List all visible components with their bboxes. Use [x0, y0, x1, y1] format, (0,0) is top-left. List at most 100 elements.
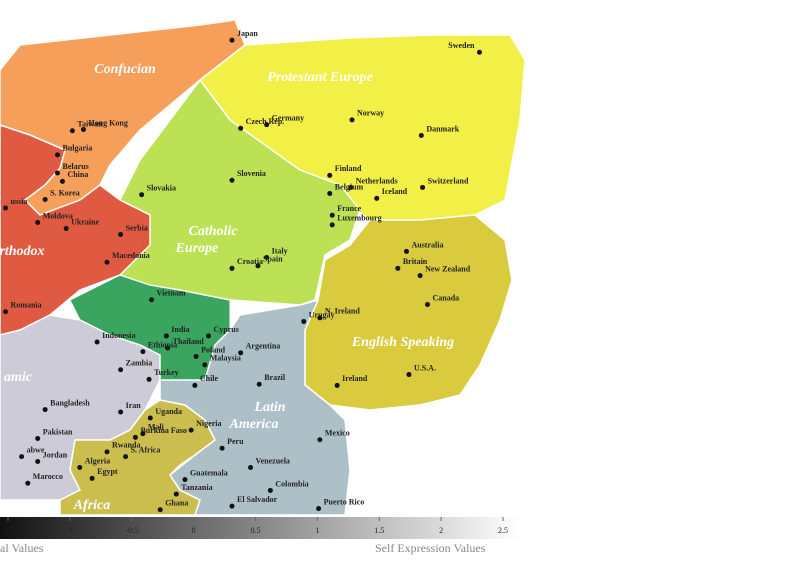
point: [35, 458, 41, 464]
point-label: Urugay: [309, 310, 335, 319]
point-label: S. Korea: [50, 188, 80, 197]
point-label: Jordan: [43, 450, 68, 459]
point-label: Macedonia: [112, 251, 150, 260]
region-label: Confucian: [94, 62, 156, 77]
x-axis-label: Self Expression Values: [375, 541, 486, 555]
point: [420, 184, 426, 190]
point: [35, 219, 41, 225]
x-tick-label: -1: [67, 526, 74, 535]
point-label: Netherlands: [356, 176, 398, 185]
point: [182, 477, 188, 483]
point-label: France: [337, 204, 361, 213]
point-label: Malaysia: [210, 354, 241, 363]
point-label: Chile: [200, 374, 219, 383]
x-tick-label: 2: [439, 526, 443, 535]
point: [229, 177, 235, 183]
point: [80, 127, 86, 133]
point-label: Ukraine: [71, 217, 99, 226]
point-label: Pakistan: [43, 427, 73, 436]
point-label: Iran: [126, 401, 142, 410]
point-label: Czech Rep.: [246, 117, 285, 126]
point: [140, 431, 146, 437]
point-label: El Salvador: [237, 495, 278, 504]
axis-bar: [0, 517, 520, 539]
point: [192, 382, 198, 388]
region-label: Latin America: [229, 400, 286, 432]
point-label: India: [171, 325, 189, 334]
x-tick-label: -0.5: [125, 526, 138, 535]
x-tick-label: 1.5: [374, 526, 384, 535]
point-label: Ireland: [342, 374, 368, 383]
point-label: Rwanda: [112, 441, 140, 450]
point: [348, 184, 354, 190]
point-label: Serbia: [126, 223, 148, 232]
point: [89, 475, 95, 481]
point: [316, 506, 322, 512]
point-label: Cyprus: [213, 325, 238, 334]
point: [418, 133, 424, 139]
point: [42, 197, 48, 203]
point-label: Bulgaria: [63, 144, 93, 153]
point-label: Sweden: [448, 41, 475, 50]
point-label: Slovakia: [147, 184, 176, 193]
point: [248, 465, 254, 471]
point-label: ussia: [11, 197, 28, 206]
point-label: Iceland: [382, 187, 408, 196]
point-label: Canada: [433, 293, 460, 302]
point-label: Zambia: [126, 359, 153, 368]
point: [238, 350, 244, 356]
point: [149, 297, 155, 303]
point-label: N. Ireland: [325, 307, 361, 316]
point-label: Algeria: [85, 456, 110, 465]
x-tick-label: 0.5: [251, 526, 261, 535]
point-label: Britain: [403, 257, 428, 266]
point-label: Puerto Rico: [324, 497, 365, 506]
point-label: Mexico: [325, 429, 350, 438]
point-label: Burkina Faso: [140, 426, 186, 435]
point-label: Uganda: [155, 407, 182, 416]
point-label: Norway: [357, 109, 384, 118]
point: [104, 259, 110, 265]
region-label: rthodox: [0, 244, 45, 259]
point-label: China: [67, 170, 88, 179]
point: [406, 372, 412, 378]
point: [165, 345, 171, 351]
point: [132, 434, 138, 440]
point: [476, 49, 482, 55]
point: [219, 445, 225, 451]
point-label: Japan: [237, 29, 258, 38]
point: [139, 192, 145, 198]
point: [147, 415, 153, 421]
point: [55, 152, 60, 158]
point: [238, 125, 244, 131]
point: [317, 437, 323, 443]
point-label: Romania: [11, 301, 42, 310]
point: [329, 222, 335, 228]
point-label: Egypt: [97, 467, 118, 476]
point: [349, 117, 355, 123]
point: [317, 315, 323, 321]
point-label: New Zealand: [425, 264, 471, 273]
region-label: Catholic Europe: [175, 224, 239, 256]
region-shape: [159, 298, 351, 516]
point: [77, 465, 83, 471]
regions: Confucian Protestant Europe Catholic Europe…: [0, 19, 526, 516]
point-label: Taiwan: [77, 120, 103, 129]
point: [94, 339, 100, 345]
x-tick-label: 2.5: [498, 526, 508, 535]
point: [417, 273, 423, 279]
point-label: Venezuela: [256, 456, 290, 465]
point: [3, 205, 9, 211]
point: [264, 122, 270, 128]
point-label: U.S.A.: [414, 363, 436, 372]
point: [63, 225, 69, 231]
point-label: Tanzania: [181, 483, 212, 492]
point: [403, 248, 409, 254]
point-label: abwe: [27, 445, 45, 454]
point-label: Peru: [227, 437, 244, 446]
region-label: amic: [4, 370, 33, 385]
point: [69, 128, 75, 134]
point-label: Danmark: [426, 124, 459, 133]
point: [42, 407, 48, 413]
